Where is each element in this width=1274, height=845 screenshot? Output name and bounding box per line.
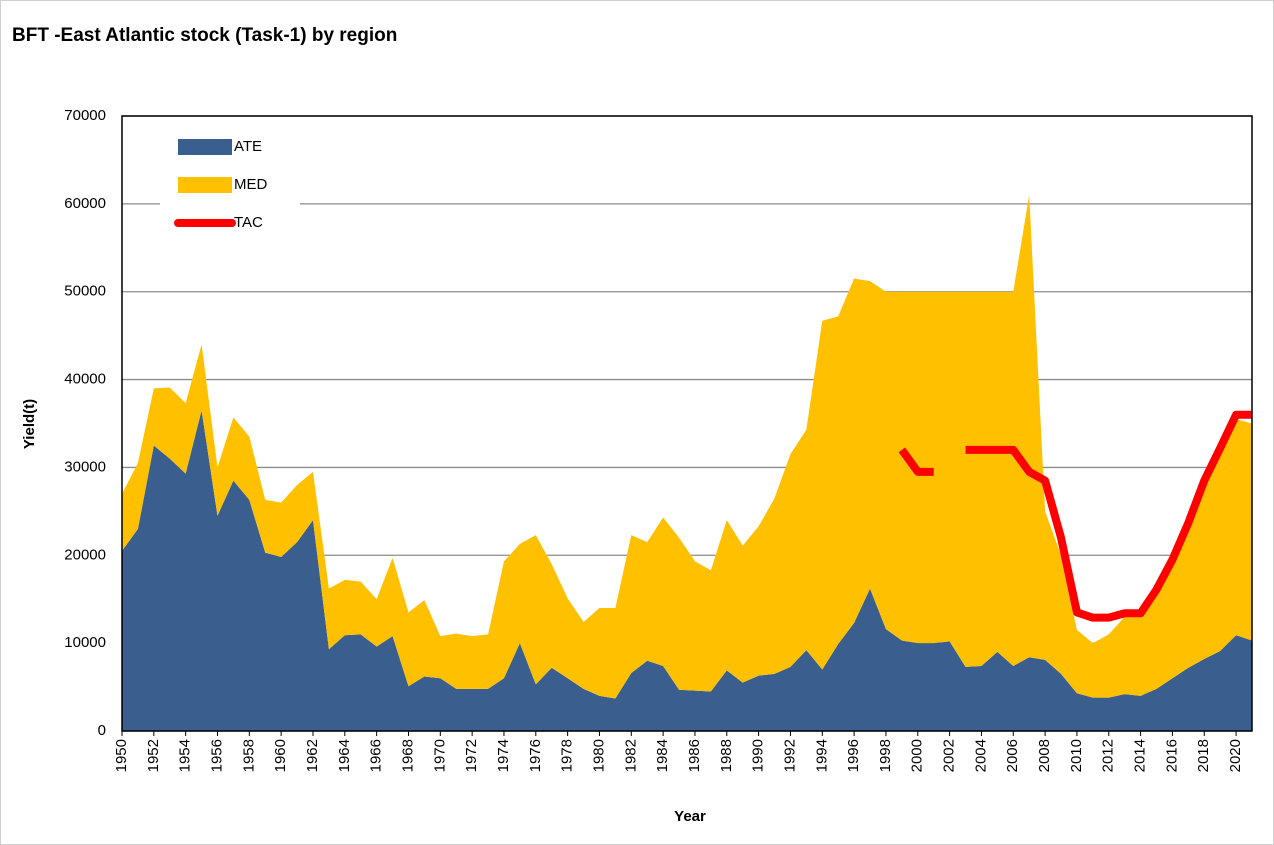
y-tick-label: 70000 [64,107,106,124]
chart-title: BFT -East Atlantic stock (Task-1) by reg… [12,25,397,46]
y-axis-label: Yield(t) [21,399,38,449]
line [898,447,934,476]
x-tick-label: 2012 [1100,739,1117,772]
x-tick-label: 1980 [590,739,607,772]
x-tick-label: 1956 [208,739,225,772]
y-tick-label: 50000 [64,283,106,300]
y-tick-label: 60000 [64,195,106,212]
area [122,195,1252,699]
x-tick-label: 1986 [686,739,703,772]
x-tick-label: 1972 [463,739,480,772]
legend-label: ATE [234,138,262,155]
x-tick-label: 1958 [240,739,257,772]
x-tick-label: 1984 [654,739,671,772]
legend-label: MED [234,176,268,193]
x-tick-label: 1964 [336,739,353,772]
y-tick-label: 10000 [64,634,106,651]
x-tick-label: 2018 [1195,739,1212,772]
x-tick-label: 1974 [495,739,512,772]
x-tick-label: 2014 [1132,739,1149,772]
legend-swatch [178,177,232,193]
y-tick-label: 0 [98,722,106,739]
x-tick-label: 2020 [1227,739,1244,772]
x-tick-label: 1966 [368,739,385,772]
y-tick-label: 40000 [64,371,106,388]
x-tick-label: 1952 [145,739,162,772]
x-tick-label: 1970 [431,739,448,772]
legend-label: TAC [234,214,263,231]
x-tick-label: 1962 [304,739,321,772]
x-tick-label: 1968 [399,739,416,772]
x-tick-label: 1988 [718,739,735,772]
x-tick-label: 1954 [177,739,194,772]
x-tick-label: 1996 [845,739,862,772]
line [965,410,1252,622]
y-tick-label: 30000 [64,458,106,475]
x-tick-label: 1994 [813,739,830,772]
x-tick-label: 1976 [527,739,544,772]
x-tick-label: 1982 [622,739,639,772]
legend-swatch [178,139,232,155]
x-tick-label: 1950 [113,739,130,772]
x-tick-label: 1960 [272,739,289,772]
x-tick-label: 2004 [972,739,989,772]
x-tick-label: 1978 [559,739,576,772]
x-tick-label: 2006 [1004,739,1021,772]
x-tick-label: 2016 [1163,739,1180,772]
x-tick-label: 2008 [1036,739,1053,772]
x-tick-label: 1990 [750,739,767,772]
y-tick-label: 20000 [64,546,106,563]
x-axis-label: Year [674,808,706,825]
plot-border [121,115,1253,732]
x-tick-label: 1992 [781,739,798,772]
x-tick-label: 2000 [909,739,926,772]
area [122,410,1252,731]
x-tick-label: 1998 [877,739,894,772]
x-tick-label: 2010 [1068,739,1085,772]
x-tick-label: 2002 [941,739,958,772]
